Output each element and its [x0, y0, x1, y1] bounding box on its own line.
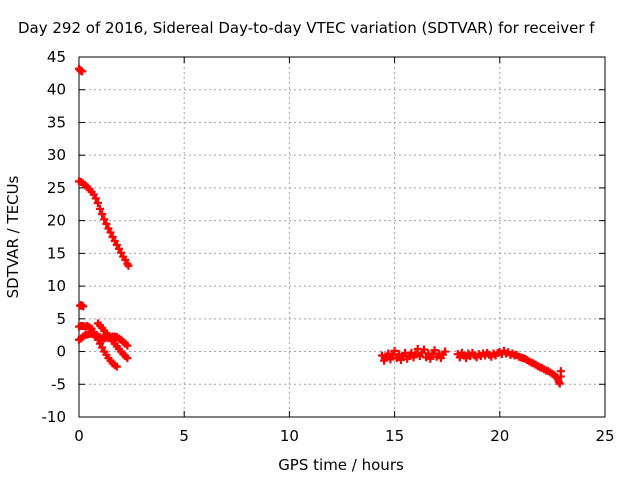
y-tick-label: 40: [47, 81, 66, 99]
data-point: [377, 351, 386, 360]
y-tick-label: 30: [47, 146, 66, 164]
y-tick-label: 35: [47, 113, 66, 131]
tick-labels: 0 5 10 15 20 25 -10 -5 0 5 10 15 20 25 30 35 40 45: [42, 48, 615, 445]
data-point: [430, 346, 439, 355]
data-point: [98, 210, 107, 219]
data-point: [394, 350, 403, 359]
data-point: [123, 354, 132, 363]
data-point: [462, 354, 471, 363]
data-point: [100, 215, 109, 224]
data-points: [75, 64, 565, 388]
data-point: [106, 228, 115, 237]
data-point: [384, 349, 393, 358]
data-point: [78, 67, 87, 76]
y-tick-label: 10: [47, 277, 66, 295]
x-tick-label: 10: [280, 427, 299, 445]
x-tick-label: 25: [595, 427, 614, 445]
y-tick-label: -5: [51, 375, 66, 393]
x-axis-label: GPS time / hours: [278, 456, 404, 474]
y-tick-label: 20: [47, 212, 66, 230]
y-tick-label: 45: [47, 48, 66, 66]
data-point: [388, 351, 397, 360]
grid-lines: [79, 57, 605, 417]
data-point: [123, 341, 132, 350]
data-point: [124, 261, 133, 270]
x-tick-label: 0: [74, 427, 84, 445]
x-tick-label: 20: [490, 427, 509, 445]
y-tick-label: 15: [47, 244, 66, 262]
y-tick-label: -10: [42, 408, 67, 426]
data-point: [555, 379, 564, 388]
axes: [78, 56, 606, 418]
y-tick-label: 5: [56, 310, 66, 328]
data-point: [102, 219, 111, 228]
x-tick-label: 5: [179, 427, 189, 445]
data-point: [420, 345, 429, 354]
plot-border: [78, 56, 606, 418]
data-point: [434, 349, 443, 358]
data-point: [91, 194, 100, 203]
chart-title: Day 292 of 2016, Sidereal Day-to-day VTE…: [18, 19, 595, 37]
x-tick-label: 15: [385, 427, 404, 445]
data-point: [407, 348, 416, 357]
data-point: [112, 362, 121, 371]
data-point: [96, 204, 105, 213]
data-point: [426, 354, 435, 363]
y-axis-label: SDTVAR / TECUs: [4, 175, 22, 298]
data-point: [79, 302, 88, 311]
data-point: [390, 346, 399, 355]
y-tick-label: 25: [47, 179, 66, 197]
y-tick-label: 0: [56, 343, 66, 361]
data-point: [441, 347, 450, 356]
data-point: [411, 350, 420, 359]
data-point: [93, 198, 102, 207]
data-point: [556, 372, 565, 381]
